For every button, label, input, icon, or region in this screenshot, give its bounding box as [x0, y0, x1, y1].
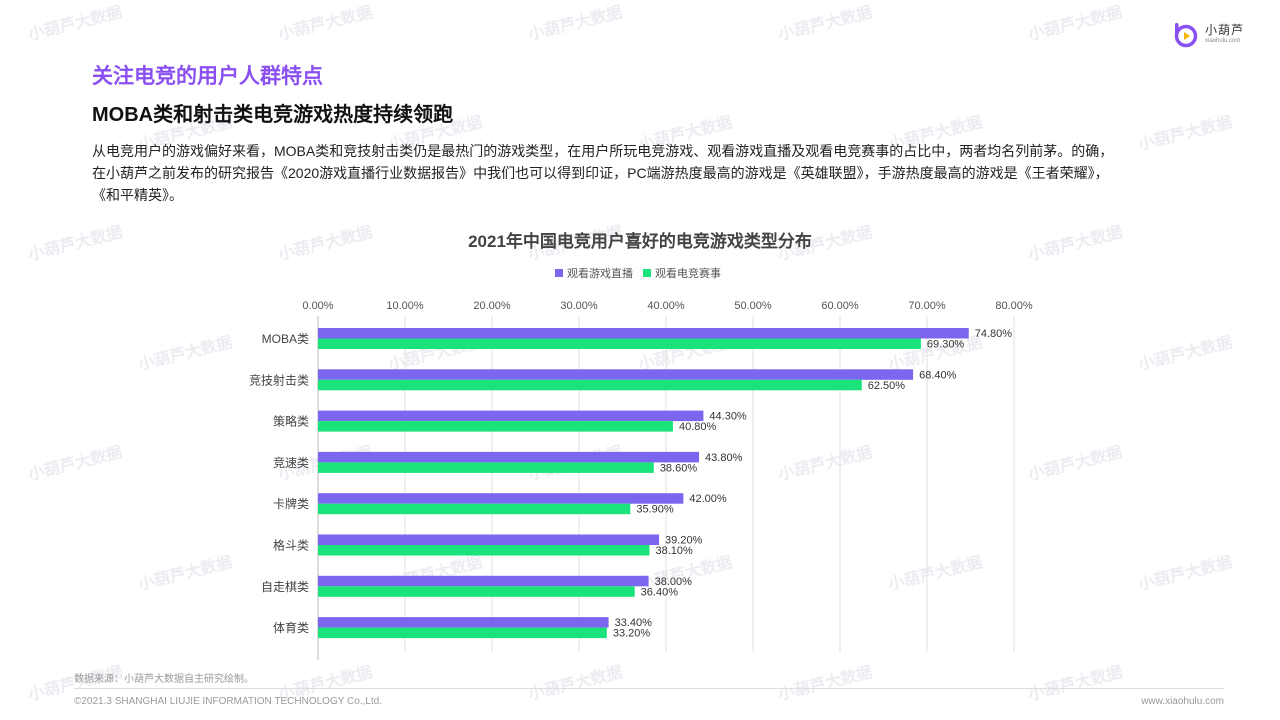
body-paragraph: 从电竞用户的游戏偏好来看，MOBA类和竞技射击类仍是最热门的游戏类型，在用户所玩… — [92, 140, 1182, 206]
bar-series-1 — [318, 369, 914, 380]
site-url[interactable]: www.xiaohulu.com — [1141, 696, 1224, 707]
data-label-series-1: 74.80% — [975, 328, 1013, 340]
bar-chart: 2021年中国电竞用户喜好的电竞游戏类型分布 观看游戏直播 观看电竞赛事 0.00… — [249, 231, 1033, 660]
watermark-text: 小葫芦大数据 — [776, 662, 874, 704]
bar-series-1 — [318, 451, 700, 463]
chart-bars: 74.80% 69.30% 68.40% 62.50% 44.30%40.80% 43.8… — [318, 328, 1012, 640]
bar-series-1 — [318, 328, 969, 339]
legend-label-2: 观看电竞赛事 — [655, 266, 721, 280]
data-label-series-2: 40.80% — [679, 421, 717, 433]
category-label: 体育类 — [273, 620, 309, 635]
category-label: 格斗类 — [273, 538, 309, 553]
brand-logo[interactable]: 小葫芦 xiaohulu.com — [1171, 20, 1244, 48]
category-label: 竞速类 — [273, 456, 309, 470]
watermark-text: 小葫芦大数据 — [1026, 662, 1124, 704]
bar-series-2 — [318, 503, 631, 515]
watermark-text: 小葫芦大数据 — [276, 2, 374, 44]
data-label-series-2: 62.50% — [868, 380, 906, 392]
data-label-series-2: 69.30% — [927, 339, 965, 351]
data-label-series-1: 44.30% — [709, 411, 747, 423]
legend-label-1: 观看游戏直播 — [567, 266, 633, 280]
x-tick-label: 0.00% — [302, 300, 333, 312]
x-axis-ticks: 0.00% 10.00% 20.00% 30.00% 40.00% 50.00% 60.00… — [302, 300, 1032, 312]
data-label-series-1: 68.40% — [919, 369, 957, 381]
watermark-text: 小葫芦大数据 — [776, 2, 874, 44]
watermark-text: 小葫芦大数据 — [526, 662, 624, 704]
watermark-text: 小葫芦大数据 — [526, 2, 624, 44]
x-tick-label: 50.00% — [734, 300, 772, 312]
data-label-series-1: 39.20% — [665, 535, 703, 547]
data-label-series-2: 38.10% — [655, 545, 693, 557]
watermark-text: 小葫芦大数据 — [1026, 2, 1124, 44]
data-source-note: 数据来源：小葫芦大数据自主研究绘制。 — [74, 674, 254, 685]
section-title: 关注电竞的用户人群特点 — [92, 65, 323, 88]
data-label-series-1: 42.00% — [689, 493, 727, 505]
x-tick-label: 10.00% — [386, 300, 424, 312]
category-label: MOBA类 — [262, 332, 309, 346]
chart-grid — [317, 316, 1015, 660]
data-label-series-2: 38.60% — [660, 462, 698, 474]
gourd-logo-icon — [1174, 23, 1198, 48]
bar-series-1 — [318, 493, 684, 504]
body-line: 从电竞用户的游戏偏好来看，MOBA类和竞技射击类仍是最热门的游戏类型，在用户所玩… — [92, 143, 1114, 159]
bar-series-2 — [318, 462, 654, 473]
data-label-series-1: 33.40% — [615, 617, 653, 629]
bar-series-1 — [318, 575, 649, 587]
brand-url: xiaohulu.com — [1204, 38, 1241, 44]
headline: MOBA类和射击类电竞游戏热度持续领跑 — [92, 104, 454, 126]
bar-series-2 — [318, 421, 673, 432]
chart-legend: 观看游戏直播 观看电竞赛事 — [555, 266, 721, 280]
bar-series-2 — [318, 627, 607, 639]
category-label: 竞技射击类 — [249, 372, 309, 387]
body-line: 《和平精英》。 — [92, 187, 183, 203]
bar-series-2 — [318, 545, 650, 556]
x-tick-label: 40.00% — [647, 300, 685, 312]
data-label-series-2: 33.20% — [613, 628, 651, 640]
copyright: ©2021.3 SHANGHAI LIUJIE INFORMATION TECH… — [74, 696, 383, 707]
x-tick-label: 80.00% — [995, 300, 1033, 312]
bar-series-2 — [318, 338, 921, 349]
x-tick-label: 60.00% — [821, 300, 859, 312]
data-label-series-2: 35.90% — [636, 504, 674, 516]
watermark-text: 小葫芦大数据 — [26, 2, 124, 44]
bar-series-1 — [318, 534, 660, 545]
bar-series-2 — [318, 379, 862, 391]
data-label-series-2: 36.40% — [641, 586, 679, 598]
legend-swatch-2 — [643, 269, 651, 277]
category-label: 自走棋类 — [261, 580, 309, 594]
data-label-series-1: 38.00% — [655, 576, 693, 588]
category-label: 策略类 — [273, 414, 309, 429]
brand-name: 小葫芦 — [1204, 23, 1244, 37]
legend-swatch-1 — [555, 269, 563, 277]
x-tick-label: 70.00% — [908, 300, 946, 312]
category-label: 卡牌类 — [273, 497, 309, 511]
x-tick-label: 20.00% — [473, 300, 511, 312]
footer-divider — [74, 688, 1224, 689]
bar-series-1 — [318, 410, 704, 422]
data-label-series-1: 43.80% — [705, 452, 743, 464]
chart-title: 2021年中国电竞用户喜好的电竞游戏类型分布 — [468, 231, 812, 251]
bar-series-1 — [318, 617, 609, 628]
body-line: 在小葫芦之前发布的研究报告《2020游戏直播行业数据报告》中我们也可以得到印证，… — [92, 165, 1109, 181]
bar-series-2 — [318, 586, 635, 597]
x-tick-label: 30.00% — [560, 300, 598, 312]
